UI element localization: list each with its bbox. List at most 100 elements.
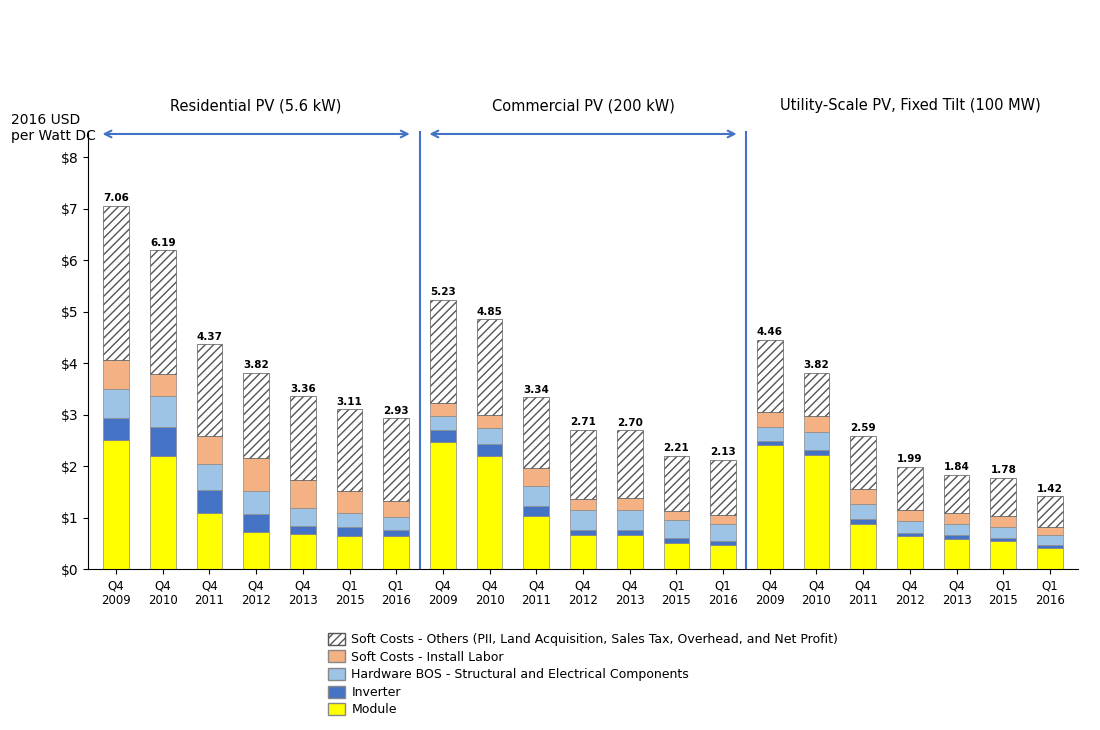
Bar	[337, 409, 362, 491]
Text: 2.13: 2.13	[711, 447, 736, 457]
Text: 3.11: 3.11	[337, 396, 362, 407]
Bar	[896, 533, 923, 537]
Bar	[337, 491, 362, 512]
Bar	[103, 440, 129, 569]
Bar	[617, 430, 642, 499]
Bar	[150, 427, 176, 456]
Bar	[243, 491, 270, 514]
Bar	[804, 455, 829, 569]
Bar	[944, 539, 969, 569]
Text: Residential PV (5.6 kW): Residential PV (5.6 kW)	[170, 99, 342, 113]
Bar	[570, 535, 596, 569]
Bar	[990, 538, 1016, 541]
Bar	[896, 521, 923, 533]
Bar	[570, 510, 596, 530]
Bar	[711, 541, 736, 545]
Bar	[570, 430, 596, 499]
Text: 1.84: 1.84	[944, 462, 969, 472]
Bar	[150, 396, 176, 427]
Bar	[570, 530, 596, 535]
Bar	[243, 532, 270, 569]
Legend: Soft Costs - Others (PII, Land Acquisition, Sales Tax, Overhead, and Net Profit): Soft Costs - Others (PII, Land Acquisiti…	[328, 633, 838, 716]
Bar	[337, 527, 362, 537]
Bar	[896, 510, 923, 521]
Bar	[617, 530, 642, 535]
Bar	[711, 524, 736, 541]
Text: 6.19: 6.19	[150, 238, 176, 248]
Bar	[103, 360, 129, 389]
Bar	[990, 541, 1016, 569]
Text: 3.34: 3.34	[524, 385, 549, 395]
Bar	[430, 403, 455, 416]
Bar	[804, 416, 829, 432]
Bar	[197, 464, 222, 490]
Bar	[850, 519, 876, 523]
Bar	[150, 250, 176, 374]
Bar	[1037, 545, 1063, 548]
Bar	[430, 416, 455, 430]
Bar	[243, 458, 270, 491]
Bar	[711, 515, 736, 524]
Bar	[103, 206, 129, 360]
Bar	[476, 320, 503, 415]
Text: 7.06: 7.06	[103, 193, 129, 203]
Bar	[384, 518, 409, 530]
Bar	[663, 539, 690, 542]
Text: 3.82: 3.82	[804, 360, 829, 370]
Text: 4.85: 4.85	[476, 307, 503, 317]
Bar	[1037, 535, 1063, 545]
Text: Commercial PV (200 kW): Commercial PV (200 kW)	[492, 99, 674, 113]
Text: 1.78: 1.78	[990, 465, 1016, 475]
Bar	[944, 474, 969, 513]
Bar	[524, 469, 549, 486]
Text: 2.21: 2.21	[663, 443, 690, 453]
Bar	[711, 460, 736, 515]
Bar	[804, 432, 829, 450]
Bar	[384, 530, 409, 537]
Bar	[850, 436, 876, 489]
Bar	[290, 480, 316, 508]
Text: 5.23: 5.23	[430, 288, 455, 297]
Bar	[617, 535, 642, 569]
Bar	[1037, 548, 1063, 569]
Text: 2.93: 2.93	[384, 406, 409, 416]
Bar	[757, 445, 782, 569]
Bar	[337, 512, 362, 527]
Bar	[570, 499, 596, 510]
Bar	[663, 456, 690, 511]
Bar	[430, 442, 455, 569]
Bar	[663, 520, 690, 539]
Bar	[850, 489, 876, 504]
Text: 4.37: 4.37	[197, 331, 222, 342]
Bar	[197, 345, 222, 436]
Bar	[476, 428, 503, 444]
Text: 2.71: 2.71	[570, 417, 596, 427]
Bar	[1037, 527, 1063, 535]
Bar	[384, 501, 409, 518]
Text: Utility-Scale PV, Fixed Tilt (100 MW): Utility-Scale PV, Fixed Tilt (100 MW)	[780, 99, 1041, 113]
Bar	[197, 513, 222, 569]
Bar	[430, 300, 455, 403]
Bar	[757, 339, 782, 412]
Bar	[290, 508, 316, 526]
Text: 1.42: 1.42	[1037, 484, 1063, 493]
Text: 4.46: 4.46	[757, 327, 783, 337]
Bar	[804, 450, 829, 455]
Bar	[896, 537, 923, 569]
Bar	[757, 412, 782, 427]
Text: 3.82: 3.82	[243, 360, 270, 370]
Bar	[524, 506, 549, 516]
Bar	[990, 526, 1016, 538]
Bar	[476, 415, 503, 428]
Bar	[711, 545, 736, 569]
Bar	[1037, 496, 1063, 527]
Text: 1.99: 1.99	[898, 454, 923, 464]
Text: 2.70: 2.70	[617, 418, 642, 428]
Bar	[757, 427, 782, 441]
Bar	[197, 490, 222, 513]
Bar	[290, 534, 316, 569]
Bar	[430, 430, 455, 442]
Bar	[476, 444, 503, 456]
Bar	[757, 441, 782, 445]
Bar	[617, 510, 642, 530]
